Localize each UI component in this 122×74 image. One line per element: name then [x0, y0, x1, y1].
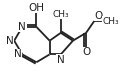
Text: N: N — [6, 36, 14, 46]
Text: O: O — [95, 11, 103, 21]
Text: CH₃: CH₃ — [52, 10, 69, 19]
Text: N: N — [18, 22, 26, 32]
Text: O: O — [82, 47, 90, 57]
Text: CH₃: CH₃ — [103, 17, 119, 26]
Text: OH: OH — [28, 3, 44, 13]
Text: N: N — [14, 49, 22, 59]
Text: N: N — [57, 55, 65, 65]
